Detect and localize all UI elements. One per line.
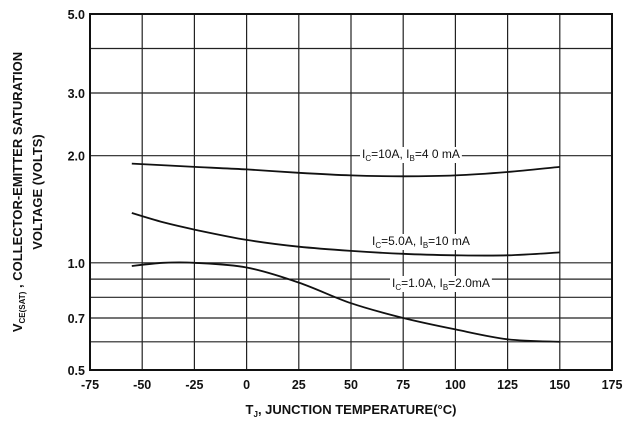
y-axis-title-line2: VOLTAGE (VOLTS) (30, 134, 45, 250)
curve-label-3: IC=1.0A, IB=2.0mA (392, 276, 490, 292)
curve-label-part: =4 0 mA (415, 147, 460, 161)
curve-label-part: C (365, 154, 371, 163)
curve-label-part: I (362, 147, 365, 161)
y-tick-labels: 0.5 0.7 1.0 2.0 3.0 5.0 (68, 8, 85, 378)
x-tick-label: 0 (243, 378, 250, 392)
y-axis-title-sub: CE(SAT) (18, 291, 27, 323)
y-tick-label: 1.0 (68, 257, 85, 271)
curve-label-backing (360, 147, 462, 163)
y-tick-label: 5.0 (68, 8, 85, 22)
curve-label-part: B (443, 283, 448, 292)
curve-label-part: B (423, 241, 428, 250)
y-tick-label: 0.7 (68, 312, 85, 326)
x-tick-label: 50 (344, 378, 358, 392)
curve-label-part: =10A, I (371, 147, 409, 161)
x-tick-label: 150 (549, 378, 570, 392)
curve-label-backing (370, 234, 472, 250)
series-line-1 (131, 162, 560, 178)
curve-label-part: I (392, 276, 395, 290)
series-line-2 (131, 212, 560, 257)
curve-label-part: I (372, 234, 375, 248)
y-tick-label: 2.0 (68, 150, 85, 164)
x-tick-label: -25 (185, 378, 203, 392)
plot-frame (89, 13, 613, 371)
curve-label-2: IC=5.0A, IB=10 mA (372, 234, 470, 250)
curve-label-part: C (375, 241, 381, 250)
curve-label-backing (390, 276, 492, 292)
x-tick-label: 100 (445, 378, 466, 392)
curve-label-part: C (395, 283, 401, 292)
x-axis-title-sub: J (253, 410, 257, 419)
series-line-3 (131, 261, 560, 343)
curve-label-part: =1.0A, I (401, 276, 443, 290)
x-tick-label: 175 (602, 378, 623, 392)
x-tick-label: 25 (292, 378, 306, 392)
x-axis-title-main: T (246, 402, 254, 417)
y-axis-title: VCE(SAT) , COLLECTOR-EMITTER SATURATION … (10, 52, 45, 332)
curve-label-1: IC=10A, IB=4 0 mA (362, 147, 460, 163)
curve-label-part: =2.0mA (448, 276, 490, 290)
x-tick-label: 125 (497, 378, 518, 392)
curve-label-part: B (410, 154, 415, 163)
curve-label-part: =5.0A, I (381, 234, 423, 248)
x-tick-label: 75 (396, 378, 410, 392)
x-tick-label: -75 (81, 378, 99, 392)
x-axis-title-rest: , JUNCTION TEMPERATURE(°C) (258, 402, 457, 417)
y-tick-label: 0.5 (68, 364, 85, 378)
x-tick-labels: -75 -50 -25 0 25 50 75 100 125 150 175 (81, 378, 623, 392)
curve-label-part: =10 mA (428, 234, 470, 248)
y-axis-title-rest: , COLLECTOR-EMITTER SATURATION (10, 52, 25, 292)
y-axis-title-main: V (10, 323, 25, 332)
vertical-gridlines (89, 14, 613, 370)
y-tick-label: 3.0 (68, 87, 85, 101)
x-axis-title: TJ, JUNCTION TEMPERATURE(°C) (246, 402, 457, 419)
series-layer (131, 162, 560, 343)
x-tick-label: -50 (133, 378, 151, 392)
y-axis-title-line1: VCE(SAT) , COLLECTOR-EMITTER SATURATION (10, 52, 27, 332)
